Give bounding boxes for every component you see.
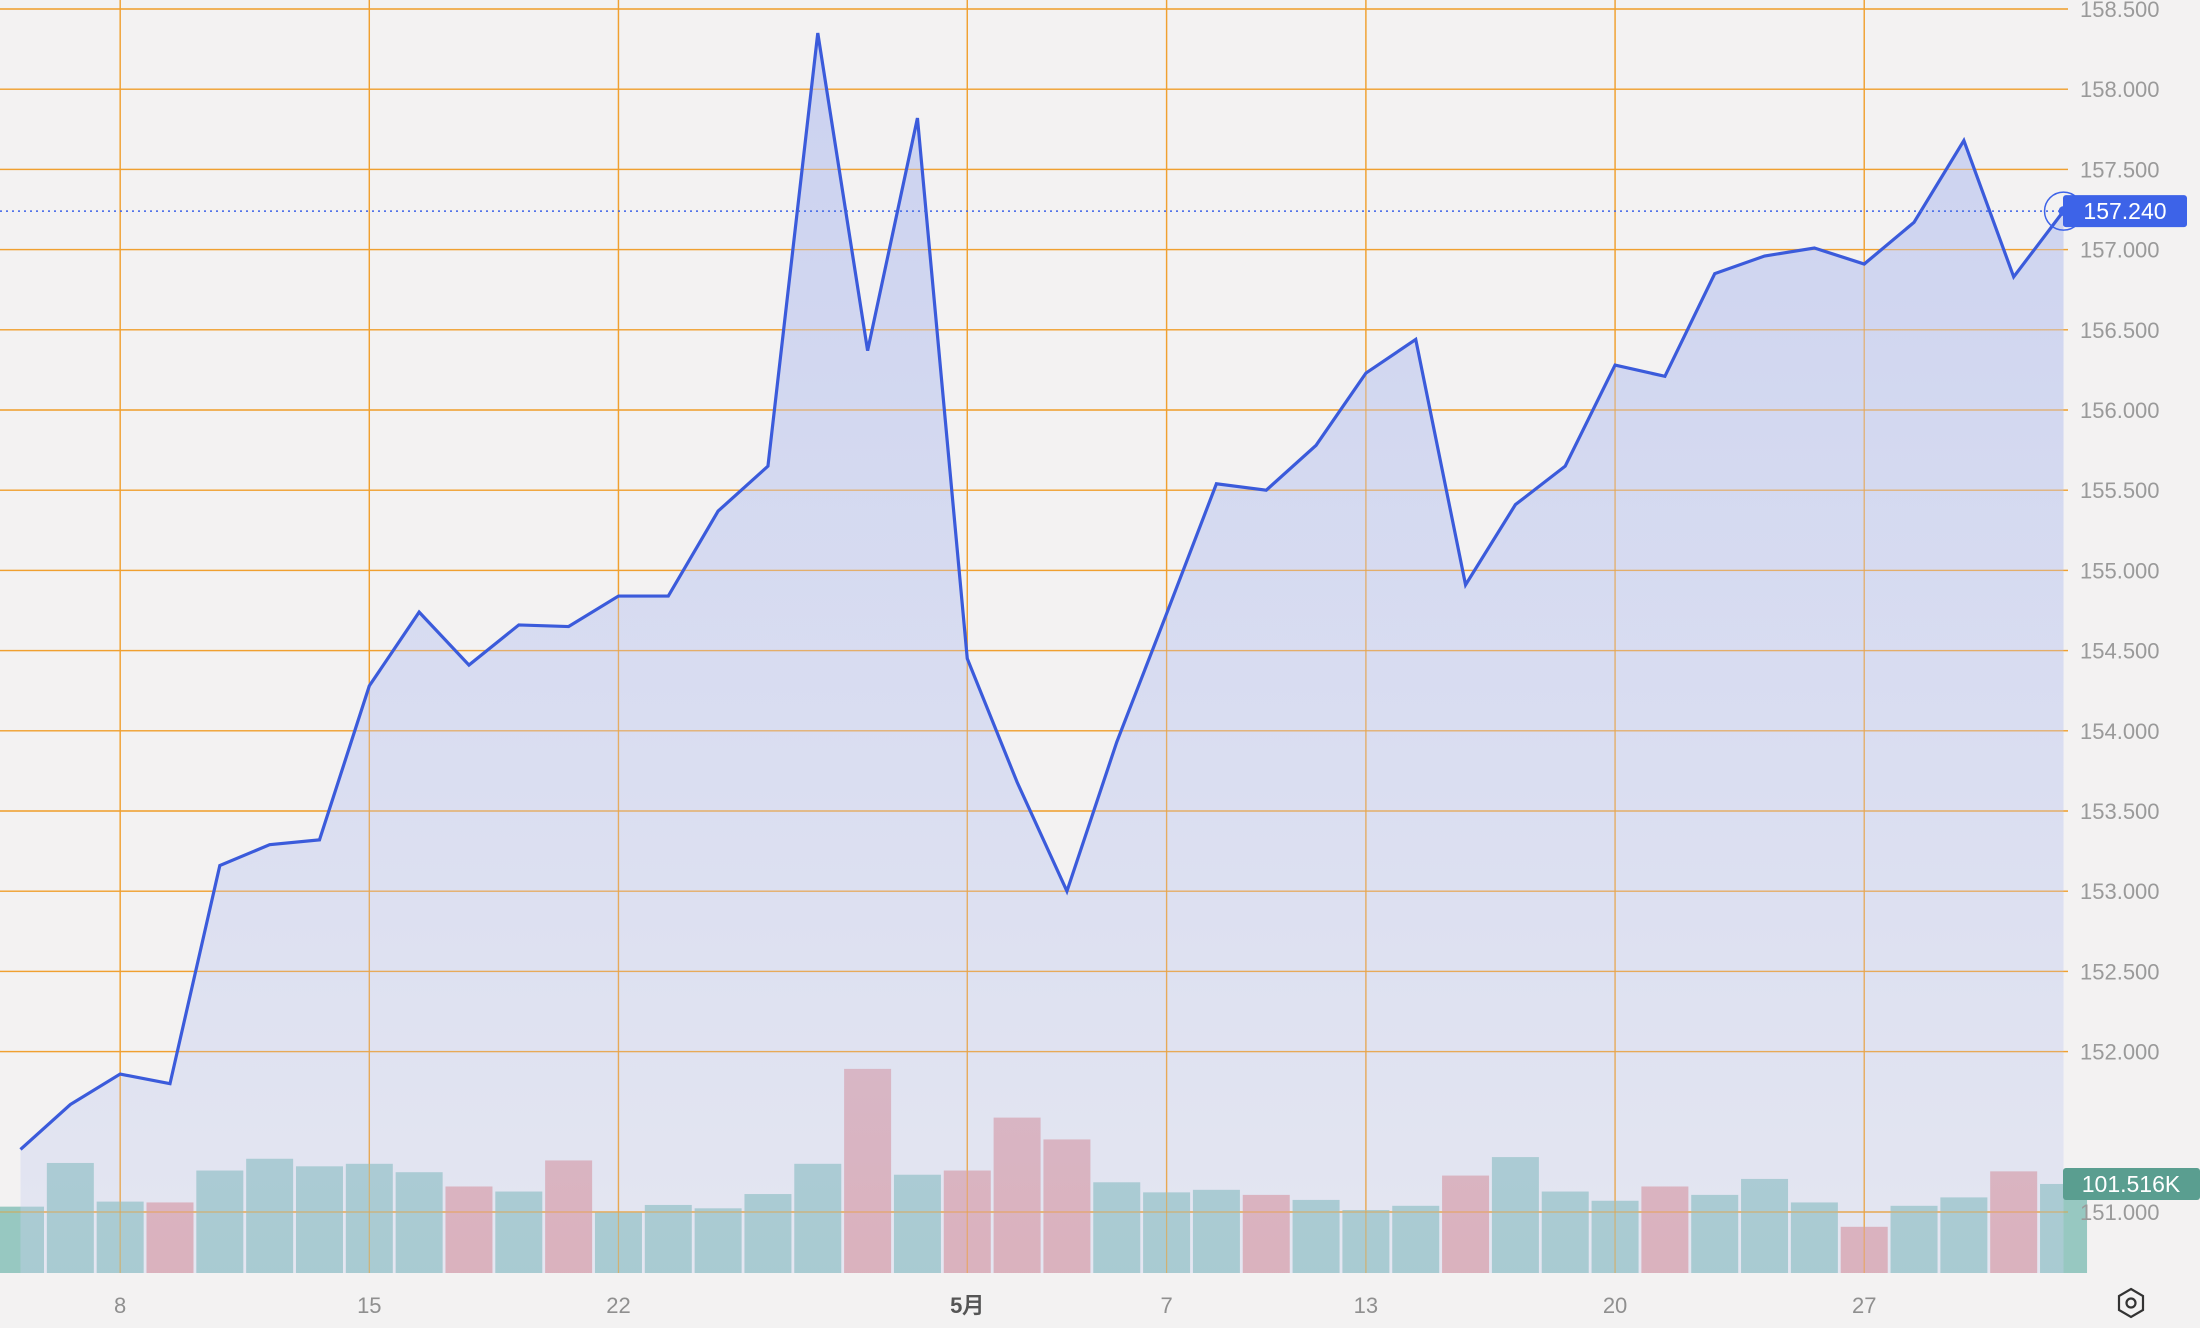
x-axis: 8 15 22 5月 7 13 20 27 <box>114 1293 1876 1318</box>
y-tick-label: 151.000 <box>2080 1200 2160 1225</box>
settings-hexagon-icon[interactable] <box>2117 1287 2145 1319</box>
y-axis: 158.500 158.000 157.500 157.000 156.500 156.0… <box>2080 0 2160 1225</box>
x-tick-label: 15 <box>357 1293 381 1318</box>
last-value-badges: 157.240 101.516K <box>0 191 2200 1200</box>
y-tick-label: 158.000 <box>2080 77 2160 102</box>
y-tick-label: 157.000 <box>2080 238 2160 263</box>
last-price-label: 157.240 <box>2083 198 2166 224</box>
y-tick-label: 153.000 <box>2080 879 2160 904</box>
x-tick-label: 13 <box>1354 1293 1378 1318</box>
y-tick-label: 154.500 <box>2080 639 2160 664</box>
price-line <box>19 32 2065 1151</box>
price-area <box>0 0 2068 1273</box>
y-tick-label: 152.500 <box>2080 959 2160 984</box>
y-tick-label: 158.500 <box>2080 0 2160 22</box>
y-tick-label: 155.000 <box>2080 558 2160 583</box>
x-tick-label: 5月 <box>950 1293 984 1318</box>
x-tick-label: 22 <box>606 1293 630 1318</box>
price-series-line <box>19 32 2065 1151</box>
y-tick-label: 156.000 <box>2080 398 2160 423</box>
y-tick-label: 155.500 <box>2080 478 2160 503</box>
price-area-fill <box>20 33 2064 1273</box>
x-tick-label: 8 <box>114 1293 126 1318</box>
y-tick-label: 157.500 <box>2080 157 2160 182</box>
y-tick-label: 153.500 <box>2080 799 2160 824</box>
last-price-badge <box>2063 195 2187 228</box>
last-volume-label: 101.516K <box>2082 1171 2181 1197</box>
y-tick-label: 156.500 <box>2080 318 2160 343</box>
x-tick-label: 27 <box>1852 1293 1876 1318</box>
x-tick-label: 7 <box>1160 1293 1172 1318</box>
last-volume-badge <box>2063 1167 2200 1200</box>
x-tick-label: 20 <box>1603 1293 1627 1318</box>
y-tick-label: 154.000 <box>2080 719 2160 744</box>
y-tick-label: 152.000 <box>2080 1040 2160 1065</box>
